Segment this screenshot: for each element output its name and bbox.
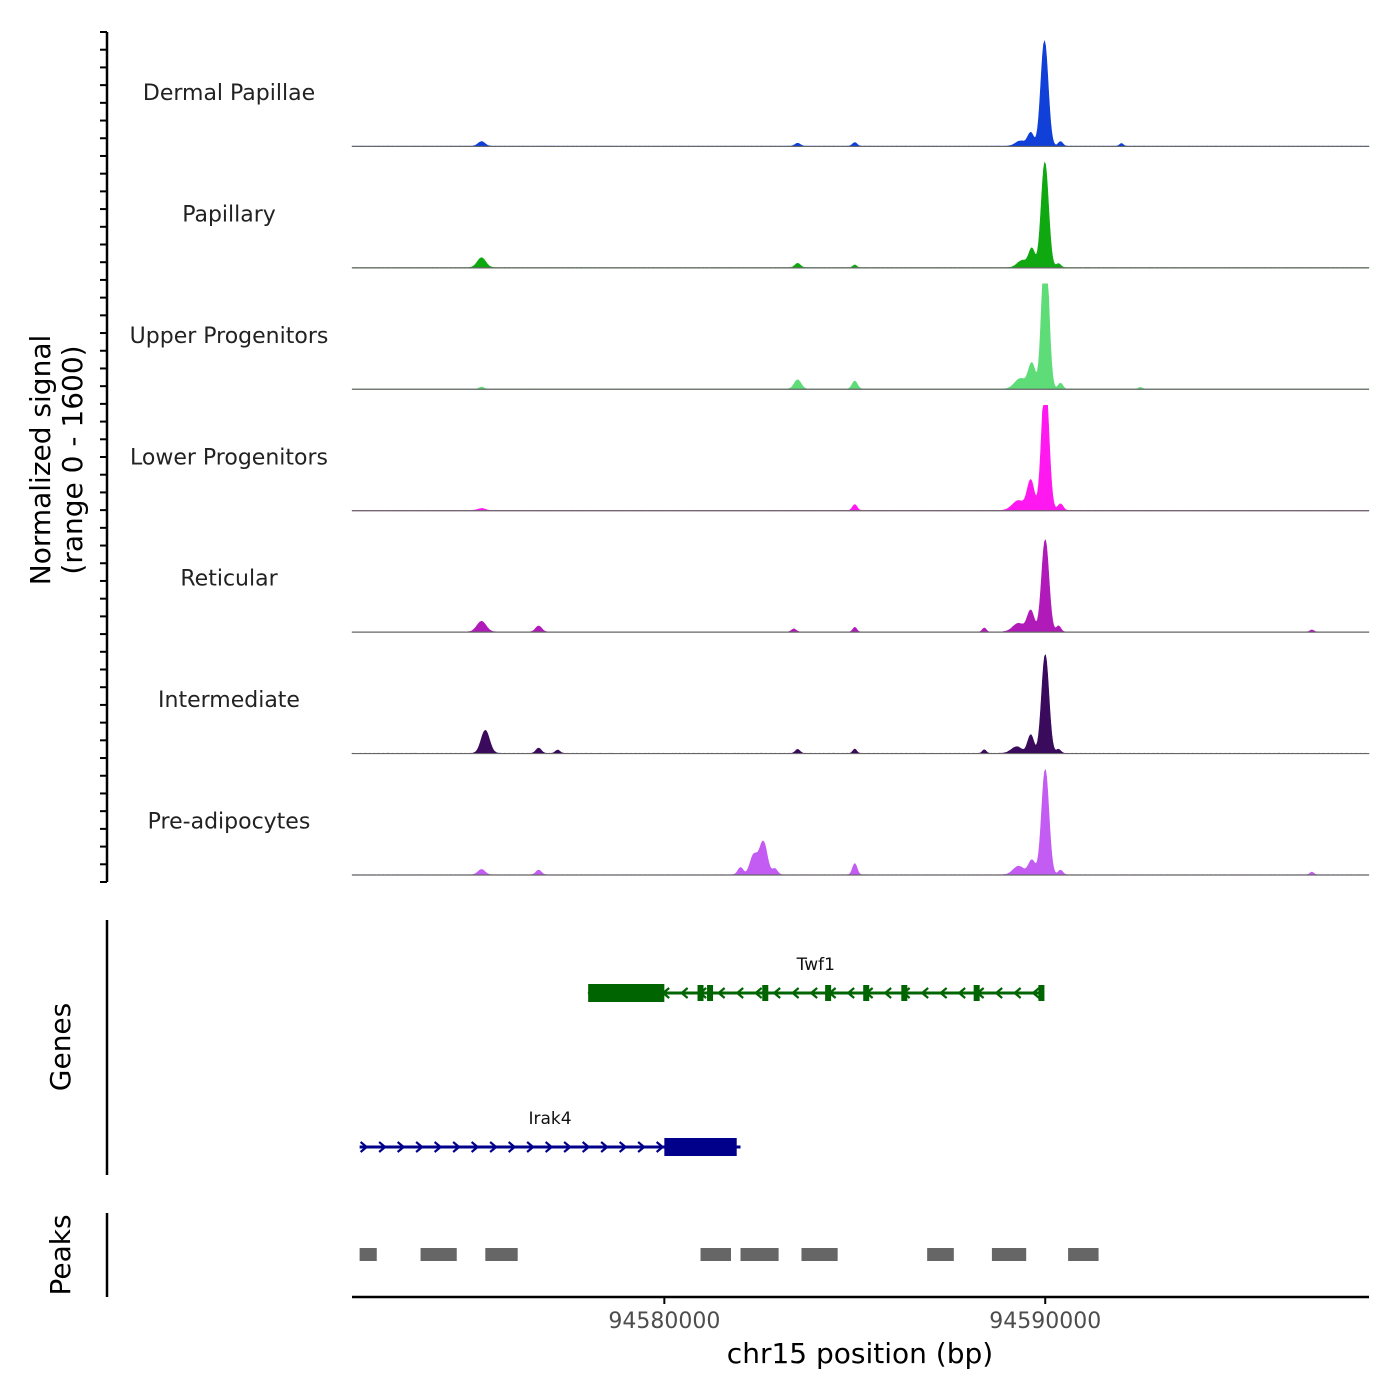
peak-region: [801, 1248, 838, 1261]
strand-chevron: [920, 987, 929, 999]
peak-region: [740, 1248, 779, 1261]
strand-chevron: [1031, 987, 1040, 999]
track-label: Reticular: [180, 567, 278, 592]
coverage-track: Lower Progenitors: [130, 404, 1370, 512]
x-tick-label: 94580000: [608, 1309, 720, 1334]
strand-chevron: [957, 987, 966, 999]
genes-track: Twf1 Irak4: [359, 955, 1045, 1156]
strand-chevron: [433, 1141, 443, 1153]
gene-model: Irak4: [359, 1109, 741, 1156]
strand-chevron: [452, 1141, 461, 1153]
gene-exon-block: [762, 985, 769, 1001]
track-label: Pre-adipocytes: [148, 810, 311, 835]
coverage-track: Intermediate: [158, 654, 1370, 755]
signal-area: [351, 404, 1370, 512]
signal-area: [351, 654, 1370, 754]
peak-region: [700, 1248, 731, 1261]
track-label: Intermediate: [158, 688, 300, 713]
gene-exon-block: [973, 985, 980, 1001]
strand-chevron: [526, 1141, 535, 1153]
strand-chevron: [544, 1141, 554, 1153]
strand-chevron: [846, 987, 855, 999]
strand-chevron: [790, 987, 800, 999]
strand-chevron: [359, 1141, 369, 1153]
strand-chevron: [1012, 987, 1022, 999]
coverage-track: Papillary: [182, 161, 1370, 269]
strand-chevron: [378, 1141, 387, 1153]
gene-exon-block: [1038, 985, 1045, 1001]
x-axis-title: chr15 position (bp): [727, 1337, 993, 1370]
gene-label: Twf1: [796, 955, 835, 975]
gene-model: Twf1: [587, 955, 1045, 1002]
gene-exon-block: [901, 985, 908, 1001]
strand-chevron: [415, 1141, 424, 1153]
strand-chevron: [679, 987, 689, 999]
gene-label: Irak4: [529, 1109, 572, 1129]
y-axis-title-line1: Normalized signal: [24, 335, 57, 586]
y-axis-title-line2: (range 0 - 1600): [56, 345, 89, 574]
peaks-track: [359, 1248, 1099, 1261]
gene-exon-block: [707, 985, 714, 1001]
coverage-y-ticks: [100, 31, 107, 883]
x-tick-label: 94590000: [989, 1309, 1101, 1334]
strand-chevron: [470, 1141, 480, 1153]
strand-chevron: [655, 1141, 665, 1153]
gene-utr-block: [588, 984, 665, 1002]
peak-region: [359, 1248, 377, 1261]
coverage-track: Dermal Papillae: [143, 39, 1370, 148]
strand-chevron: [637, 1141, 646, 1153]
x-axis-ticks: 94580000 94590000: [608, 1297, 1101, 1334]
strand-chevron: [581, 1141, 591, 1153]
strand-chevron: [735, 987, 744, 999]
coverage-track: Upper Progenitors: [130, 283, 1370, 390]
gene-utr-block: [664, 1138, 737, 1156]
strand-chevron: [396, 1141, 406, 1153]
signal-area: [351, 539, 1370, 633]
track-label: Upper Progenitors: [130, 324, 329, 349]
peak-region: [927, 1248, 954, 1261]
signal-area: [351, 39, 1370, 147]
peak-region: [1068, 1248, 1099, 1261]
strand-chevron: [938, 987, 948, 999]
track-label: Lower Progenitors: [130, 445, 328, 470]
strand-chevron: [753, 987, 763, 999]
strand-chevron: [883, 987, 892, 999]
signal-area: [351, 768, 1370, 876]
strand-chevron: [772, 987, 781, 999]
peak-region: [485, 1248, 518, 1261]
gene-exon-block: [863, 985, 870, 1001]
peak-region: [991, 1248, 1027, 1261]
track-label: Papillary: [182, 202, 276, 227]
signal-area: [351, 283, 1370, 390]
strand-chevron: [489, 1141, 498, 1153]
genes-track-label: Genes: [44, 1003, 77, 1091]
peaks-track-label: Peaks: [44, 1214, 77, 1295]
strand-chevron: [994, 987, 1003, 999]
strand-chevron: [600, 1141, 609, 1153]
strand-chevron: [809, 987, 818, 999]
peak-region: [420, 1248, 457, 1261]
strand-chevron: [507, 1141, 517, 1153]
track-label: Dermal Papillae: [143, 81, 315, 106]
gene-exon-block: [697, 985, 704, 1001]
strand-chevron: [716, 987, 726, 999]
coverage-tracks: Dermal Papillae Papillary Upper Progenitor…: [130, 39, 1370, 876]
strand-chevron: [563, 1141, 572, 1153]
signal-area: [351, 161, 1370, 269]
coverage-track: Pre-adipocytes: [148, 768, 1370, 876]
coverage-track: Reticular: [180, 539, 1370, 633]
gene-exon-block: [825, 985, 832, 1001]
strand-chevron: [618, 1141, 628, 1153]
y-axis-title: Normalized signal (range 0 - 1600): [24, 335, 89, 586]
